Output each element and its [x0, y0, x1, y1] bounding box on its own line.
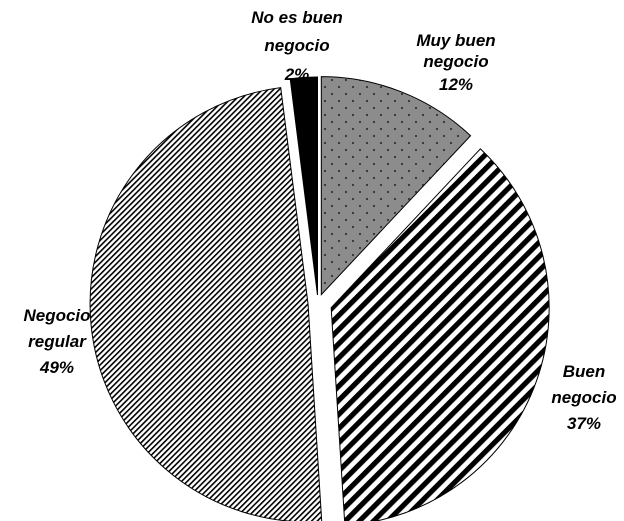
label-muy-buen-negocio-value: 12% [439, 75, 473, 94]
pie-slice-no-es-buen-negocio [289, 76, 318, 296]
label-no-es-buen-negocio-line2: negocio [264, 36, 329, 55]
label-buen-negocio-value: 37% [567, 414, 601, 433]
pie-slice-negocio-regular [89, 87, 323, 521]
label-buen-negocio-line1: Buen [563, 362, 606, 381]
label-muy-buen-negocio-line1: Muy buen [416, 31, 495, 50]
label-negocio-regular-line2: regular [28, 332, 87, 351]
label-no-es-buen-negocio-line1: No es buen [251, 8, 343, 27]
pie-slice-muy-buen-negocio [320, 76, 472, 296]
pie-slices [89, 76, 550, 521]
label-muy-buen-negocio-line2: negocio [423, 52, 488, 71]
label-no-es-buen-negocio-value: 2% [284, 65, 310, 84]
pie-slice-buen-negocio [330, 148, 550, 521]
slice-labels: Muy buen negocio 12% Buen negocio 37% Ne… [23, 8, 616, 433]
label-negocio-regular-value: 49% [39, 358, 74, 377]
label-negocio-regular-line1: Negocio [23, 306, 90, 325]
label-buen-negocio-line2: negocio [551, 388, 616, 407]
